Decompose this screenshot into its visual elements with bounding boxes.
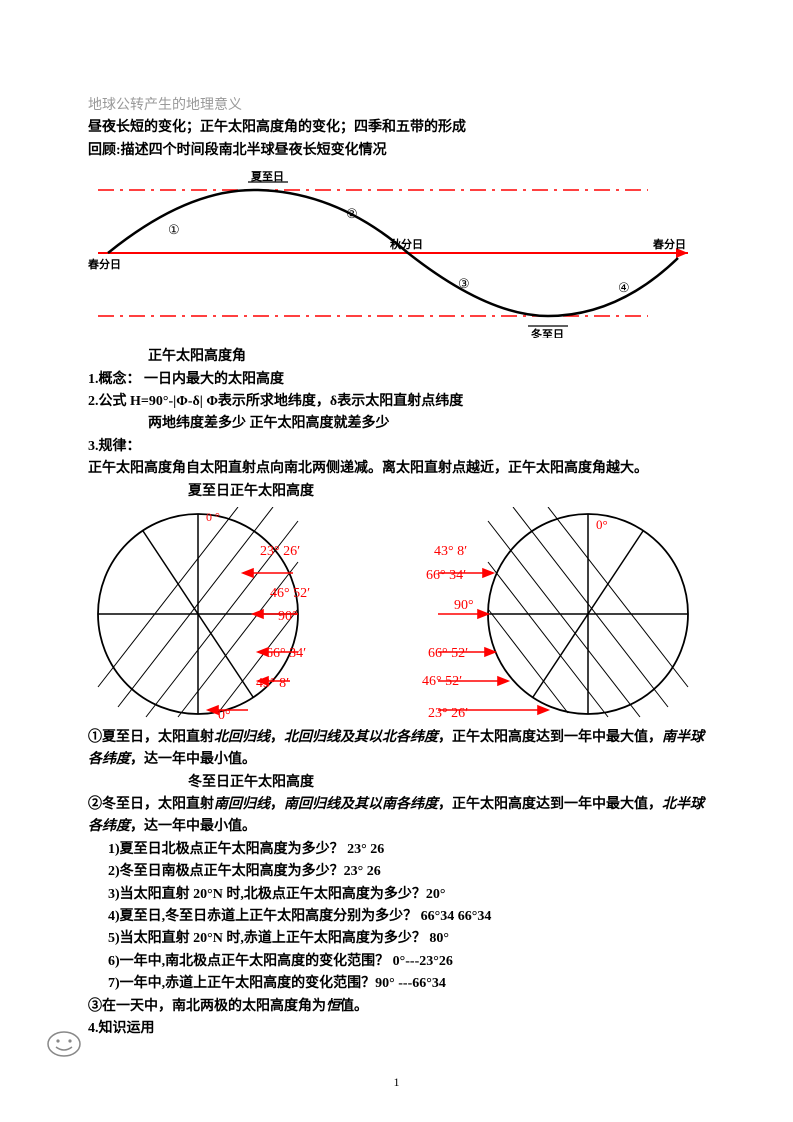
- sine-wave-diagram: 夏至日 冬至日 春分日 秋分日 春分日 ① ② ③ ④: [88, 168, 705, 338]
- page-number: 1: [0, 1073, 793, 1092]
- para1: ①夏至日，太阳直射北回归线，北回归线及其以北各纬度，正午太阳高度达到一年中最大值…: [88, 727, 705, 772]
- winter-solstice-circle: 0° 43° 8′ 66° 34′ 90° 66° 52′ 23° 26′ 46…: [398, 507, 698, 721]
- svg-text:66° 34′: 66° 34′: [266, 646, 306, 661]
- q1: 1)夏至日北极点正午太阳高度为多少？ 23° 26: [108, 839, 705, 861]
- rule-body: 正午太阳高度角自太阳直射点向南北两侧递减。离太阳直射点越近，正午太阳高度角越大。: [88, 458, 705, 480]
- q7: 7)一年中,赤道上正午太阳高度的变化范围？90° ---66°34: [108, 973, 705, 995]
- q2: 2)冬至日南极点正午太阳高度为多少？23° 26: [108, 861, 705, 883]
- svg-text:0 °: 0 °: [206, 510, 220, 524]
- concept-line: 1.概念： 一日内最大的太阳高度: [88, 369, 705, 391]
- mid-label: 秋分日: [390, 237, 423, 251]
- svg-text:23° 26′: 23° 26′: [260, 544, 300, 559]
- section-4: 4.知识运用: [88, 1018, 705, 1040]
- seg-2: ②: [346, 206, 358, 221]
- svg-text:90°: 90°: [454, 598, 474, 613]
- svg-text:66° 52′: 66° 52′: [428, 646, 468, 661]
- bottom-label: 冬至日: [531, 327, 564, 338]
- diagram-1-title: 夏至日正午太阳高度: [188, 481, 705, 503]
- smiley-icon: [46, 1030, 82, 1058]
- q4: 4)夏至日,冬至日赤道上正午太阳高度分别为多少？ 66°34 66°34: [108, 906, 705, 928]
- svg-text:43° 8′: 43° 8′: [434, 544, 467, 559]
- para3: ③在一天中，南北两极的太阳高度角为恒值。: [88, 996, 705, 1018]
- svg-text:90°: 90°: [278, 609, 298, 624]
- intro-1: 昼夜长短的变化；正午太阳高度角的变化；四季和五带的形成: [88, 117, 705, 139]
- circle-diagrams-row: 0 ° 23° 26′ 46° 52′ 90° 66° 34′ 43° 8′ 0…: [88, 507, 705, 721]
- q6: 6)一年中,南北极点正午太阳高度的变化范围？ 0°---23°26: [108, 951, 705, 973]
- svg-text:43° 8′: 43° 8′: [256, 676, 289, 691]
- section-a-title: 正午太阳高度角: [148, 346, 705, 368]
- rule-heading: 3.规律：: [88, 436, 705, 458]
- summer-solstice-circle: 0 ° 23° 26′ 46° 52′ 90° 66° 34′ 43° 8′ 0…: [88, 507, 388, 721]
- svg-text:0°: 0°: [596, 517, 608, 532]
- diagram-2-title: 冬至日正午太阳高度: [188, 772, 705, 794]
- svg-text:23° 26′: 23° 26′: [428, 706, 468, 721]
- svg-text:46° 52′: 46° 52′: [270, 586, 310, 601]
- title: 地球公转产生的地理意义: [88, 95, 705, 117]
- q5: 5)当太阳直射 20°N 时,赤道上正午太阳高度为多少？ 80°: [108, 928, 705, 950]
- top-label: 夏至日: [251, 170, 284, 183]
- svg-text:0°: 0°: [218, 708, 231, 721]
- seg-4: ④: [618, 280, 630, 295]
- seg-3: ③: [458, 276, 470, 291]
- para2: ②冬至日，太阳直射南回归线，南回归线及其以南各纬度，正午太阳高度达到一年中最大值…: [88, 794, 705, 839]
- svg-text:66° 34′: 66° 34′: [426, 568, 466, 583]
- left-label: 春分日: [88, 257, 121, 271]
- intro-2: 回顾:描述四个时间段南北半球昼夜长短变化情况: [88, 140, 705, 162]
- q3: 3)当太阳直射 20°N 时,北极点正午太阳高度为多少？20°: [108, 884, 705, 906]
- right-label: 春分日: [653, 237, 686, 251]
- formula-note: 两地纬度差多少 正午太阳高度就差多少: [148, 413, 705, 435]
- formula-line: 2.公式 H=90°-|Φ-δ| Φ表示所求地纬度，δ表示太阳直射点纬度: [88, 391, 705, 413]
- seg-1: ①: [168, 222, 180, 237]
- svg-text:46° 52′: 46° 52′: [422, 674, 462, 689]
